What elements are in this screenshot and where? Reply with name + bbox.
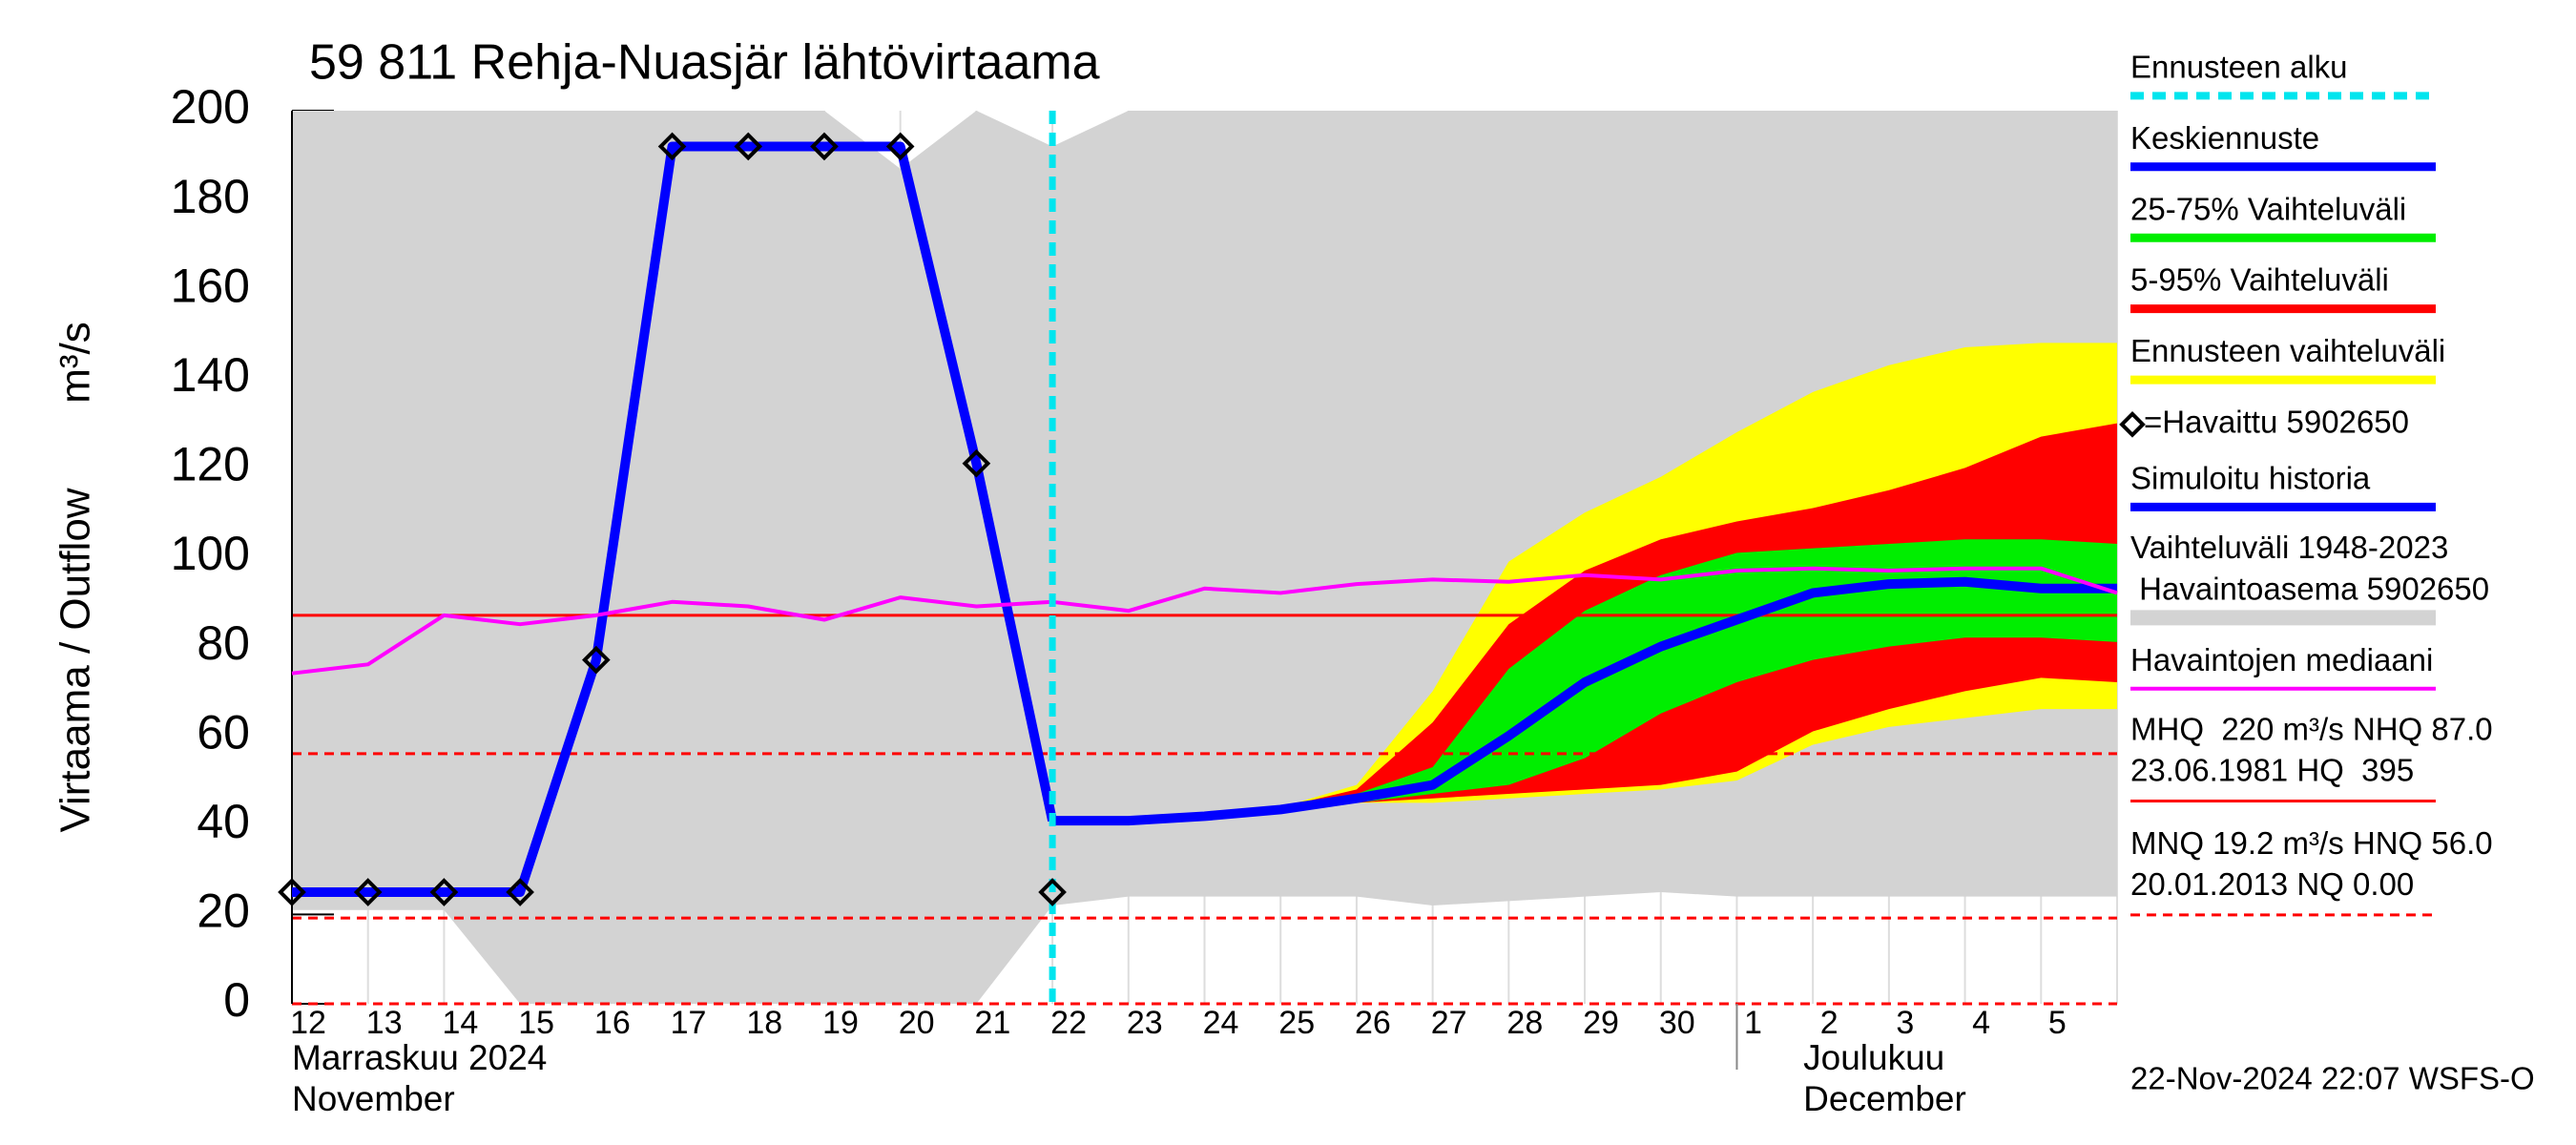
legend-label: Ennusteen alku <box>2130 49 2348 84</box>
series-line <box>291 566 2118 676</box>
legend-marker <box>2119 410 2146 438</box>
x-tick-label: 5 <box>2048 1005 2067 1041</box>
series-line <box>1052 576 2117 826</box>
series-line <box>292 141 1057 897</box>
legend-label: 5-95% Vaihteluväli <box>2130 262 2389 298</box>
x-tick-label: 2 <box>1820 1005 1839 1041</box>
x-tick-label: 24 <box>1203 1005 1239 1041</box>
y-tick-label: 80 <box>197 616 250 670</box>
y-tick-label: 160 <box>171 259 250 312</box>
x-tick-label: 14 <box>443 1005 479 1041</box>
x-tick-label: 23 <box>1127 1005 1163 1041</box>
observed-marker <box>734 132 763 161</box>
observed-marker <box>885 132 915 161</box>
observed-marker <box>278 878 306 906</box>
observed-marker <box>582 645 611 675</box>
x-tick-label: 12 <box>290 1005 326 1041</box>
x-tick-label: 20 <box>899 1005 935 1041</box>
legend-label: Simuloitu historia <box>2130 460 2371 495</box>
x-tick-label: 25 <box>1278 1005 1315 1041</box>
legend-label: Havaintoasema 5902650 <box>2130 571 2489 606</box>
x-tick-label: 26 <box>1355 1005 1391 1041</box>
legend-label: =Havaittu 5902650 <box>2144 405 2409 440</box>
y-axis-unit: m³/s <box>52 322 99 404</box>
y-tick-label: 120 <box>171 438 250 491</box>
y-tick-label: 100 <box>171 527 250 580</box>
legend-label: Ennusteen vaihteluväli <box>2130 333 2445 368</box>
observed-marker <box>429 878 459 906</box>
month-label: Joulukuu <box>1803 1038 1944 1077</box>
x-tick-label: 17 <box>671 1005 707 1041</box>
y-tick-label: 60 <box>197 705 250 759</box>
y-tick-label: 40 <box>197 795 250 848</box>
x-tick-label: 13 <box>366 1005 403 1041</box>
x-tick-label: 1 <box>1744 1005 1762 1041</box>
y-tick-label: 20 <box>197 885 250 938</box>
observed-marker <box>657 132 687 161</box>
x-tick-label: 22 <box>1050 1005 1087 1041</box>
observed-marker <box>1038 878 1067 906</box>
observed-marker <box>962 448 991 478</box>
x-tick-label: 27 <box>1431 1005 1467 1041</box>
legend-label: MHQ 220 m³/s NHQ 87.0 <box>2130 711 2493 746</box>
observed-marker <box>506 878 534 906</box>
x-tick-label: 15 <box>518 1005 554 1041</box>
month-label: November <box>292 1079 455 1118</box>
month-label: Marraskuu 2024 <box>292 1038 547 1077</box>
footer: 22-Nov-2024 22:07 WSFS-O <box>2130 1061 2535 1096</box>
x-tick-label: 19 <box>822 1005 859 1041</box>
observed-marker <box>810 132 839 161</box>
x-tick-label: 18 <box>746 1005 782 1041</box>
chart-title: 59 811 Rehja-Nuasjär lähtövirtaama <box>309 35 1100 91</box>
y-tick-label: 200 <box>171 80 250 134</box>
y-tick-label: 180 <box>171 170 250 223</box>
x-tick-label: 3 <box>1896 1005 1914 1041</box>
x-tick-label: 4 <box>1972 1005 1990 1041</box>
legend-label: MNQ 19.2 m³/s HNQ 56.0 <box>2130 825 2493 861</box>
y-axis-label: Virtaama / Outflow <box>52 488 99 832</box>
x-tick-label: 28 <box>1506 1005 1543 1041</box>
legend-label: 20.01.2013 NQ 0.00 <box>2130 866 2414 902</box>
y-tick-label: 140 <box>171 348 250 402</box>
x-tick-label: 29 <box>1583 1005 1619 1041</box>
legend-label: 23.06.1981 HQ 395 <box>2130 753 2414 788</box>
observed-marker <box>353 878 383 906</box>
x-tick-label: 16 <box>594 1005 631 1041</box>
legend-label: 25-75% Vaihteluväli <box>2130 191 2406 226</box>
x-tick-label: 21 <box>974 1005 1010 1041</box>
legend-label: Havaintojen mediaani <box>2130 642 2433 677</box>
month-label: December <box>1803 1079 1966 1118</box>
y-tick-label: 0 <box>223 973 250 1027</box>
legend-label: Vaihteluväli 1948-2023 <box>2130 530 2448 565</box>
x-tick-label: 30 <box>1659 1005 1695 1041</box>
legend-label: Keskiennuste <box>2130 120 2319 156</box>
